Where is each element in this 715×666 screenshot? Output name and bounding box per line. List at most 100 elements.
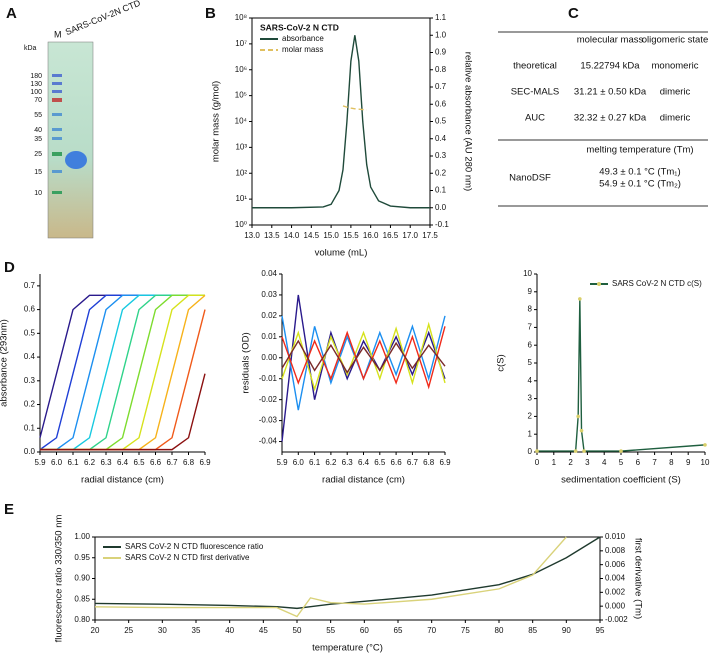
legend-marker bbox=[597, 282, 601, 286]
y2-axis-label: relative absorbance (AU 280 nm) bbox=[462, 52, 473, 191]
x-tick-label: 6.0 bbox=[293, 458, 305, 467]
gel-band bbox=[52, 113, 62, 116]
gel-band bbox=[65, 151, 87, 169]
x-tick-label: 6.2 bbox=[84, 458, 96, 467]
x-tick-label: 20 bbox=[91, 626, 100, 635]
x-tick-label: 6.9 bbox=[199, 458, 211, 467]
legend-label: molar mass bbox=[282, 45, 323, 54]
legend-title: SARS-CoV-2 N CTD bbox=[260, 22, 339, 32]
x-tick-label: 6.2 bbox=[325, 458, 337, 467]
point bbox=[576, 414, 580, 419]
marker-label: 10 bbox=[34, 190, 42, 197]
y-tick-label: 0.0 bbox=[24, 447, 36, 456]
x-tick-label: 6.5 bbox=[374, 458, 386, 467]
y-tick-label: 0.6 bbox=[24, 305, 36, 314]
x-tick-label: 10 bbox=[701, 458, 710, 467]
y-tick-label: 5 bbox=[528, 358, 533, 367]
y-tick-label: 0.1 bbox=[24, 423, 36, 432]
x-tick-label: 15.5 bbox=[343, 231, 359, 240]
table-header: molecular mass bbox=[577, 35, 644, 46]
x-axis-label: radial distance (cm) bbox=[322, 475, 405, 486]
gel-band bbox=[52, 128, 62, 131]
series-line bbox=[252, 35, 430, 209]
x-tick-label: 6.6 bbox=[150, 458, 162, 467]
x-tick-label: 50 bbox=[293, 626, 302, 635]
y-axis-label: molar mass (g/mol) bbox=[211, 81, 222, 162]
series-line bbox=[342, 105, 367, 111]
y-tick-label: 0.2 bbox=[24, 400, 36, 409]
gel-band bbox=[52, 152, 62, 156]
y2-tick-label: -0.1 bbox=[435, 220, 449, 229]
y-tick-label: 10⁷ bbox=[235, 39, 247, 48]
legend-label: absorbance bbox=[282, 34, 324, 43]
x-tick-label: 55 bbox=[326, 626, 335, 635]
gel: M SARS-CoV-2N CTD kDa 180 130 100 70 55 … bbox=[24, 0, 142, 239]
point bbox=[535, 449, 539, 453]
y-tick-label: 10⁵ bbox=[235, 91, 247, 100]
marker-label: 100 bbox=[30, 89, 42, 96]
y-axis-label: fluorescence ratio 330/350 nm bbox=[54, 515, 65, 643]
x-tick-label: 80 bbox=[495, 626, 504, 635]
series-line bbox=[40, 309, 206, 451]
marker-label: 55 bbox=[34, 112, 42, 119]
x-axis-label: temperature (°C) bbox=[312, 643, 383, 654]
x-tick-label: 30 bbox=[158, 626, 167, 635]
series-line bbox=[537, 298, 706, 452]
table-cell: 54.9 ± 0.1 °C (Tm₂) bbox=[599, 179, 681, 190]
table-section: melting temperature (Tm) bbox=[586, 145, 693, 156]
x-tick-label: 60 bbox=[360, 626, 369, 635]
x-tick-label: 14.0 bbox=[284, 231, 300, 240]
table-cell: 49.3 ± 0.1 °C (Tm₁) bbox=[599, 167, 680, 178]
x-tick-label: 14.5 bbox=[304, 231, 320, 240]
x-tick-label: 6.1 bbox=[309, 458, 321, 467]
y2-tick-label: -0.002 bbox=[605, 615, 628, 624]
point bbox=[578, 297, 582, 301]
x-tick-label: 6.7 bbox=[407, 458, 419, 467]
y-tick-label: 10² bbox=[235, 168, 247, 177]
gel-band bbox=[52, 98, 62, 102]
y-tick-label: -0.03 bbox=[259, 416, 278, 425]
table-header: oligomeric state bbox=[642, 35, 709, 46]
y-tick-label: 0.90 bbox=[74, 574, 90, 583]
gel-band bbox=[52, 82, 62, 85]
y-tick-label: 8 bbox=[528, 305, 533, 314]
series-line bbox=[281, 339, 446, 374]
x-tick-label: 6.4 bbox=[358, 458, 370, 467]
y2-tick-label: 1.0 bbox=[435, 30, 447, 39]
y-tick-label: -0.02 bbox=[259, 395, 278, 404]
y-tick-label: 9 bbox=[528, 287, 533, 296]
x-tick-label: 15.0 bbox=[323, 231, 339, 240]
y-tick-label: 10⁰ bbox=[235, 220, 247, 229]
y2-tick-label: 0.008 bbox=[605, 546, 626, 555]
y2-axis-label: first derivative (Tm) bbox=[632, 538, 643, 619]
gel-band bbox=[52, 191, 62, 194]
lane-label: M bbox=[54, 29, 62, 39]
y-tick-label: 0.7 bbox=[24, 281, 36, 290]
x-tick-label: 9 bbox=[686, 458, 691, 467]
y-tick-label: -0.01 bbox=[259, 374, 278, 383]
x-tick-label: 40 bbox=[225, 626, 234, 635]
y-tick-label: 10³ bbox=[235, 142, 247, 151]
x-tick-label: 6.3 bbox=[100, 458, 112, 467]
y-tick-label: 1.00 bbox=[74, 532, 90, 541]
y2-tick-label: 0.9 bbox=[435, 48, 447, 57]
x-tick-label: 6.1 bbox=[67, 458, 79, 467]
y-tick-label: 10⁶ bbox=[235, 65, 247, 74]
table-cell: dimeric bbox=[660, 87, 691, 98]
y2-tick-label: 0.8 bbox=[435, 65, 447, 74]
legend-label: SARS CoV-2 N CTD fluorescence ratio bbox=[125, 542, 264, 551]
y-tick-label: 0.85 bbox=[74, 594, 90, 603]
x-tick-label: 4 bbox=[602, 458, 607, 467]
table-cell: 15.22794 kDa bbox=[580, 61, 640, 72]
marker-label: 130 bbox=[30, 81, 42, 88]
y2-tick-label: 0.4 bbox=[435, 134, 447, 143]
y2-tick-label: 0.5 bbox=[435, 117, 447, 126]
y2-tick-label: 0.3 bbox=[435, 151, 447, 160]
x-tick-label: 5.9 bbox=[34, 458, 46, 467]
x-tick-label: 6.8 bbox=[423, 458, 435, 467]
y-tick-label: 0.02 bbox=[261, 311, 277, 320]
series-line bbox=[281, 326, 446, 390]
marker-label: 35 bbox=[34, 136, 42, 143]
x-tick-label: 13.0 bbox=[244, 231, 260, 240]
series-line bbox=[39, 294, 205, 438]
